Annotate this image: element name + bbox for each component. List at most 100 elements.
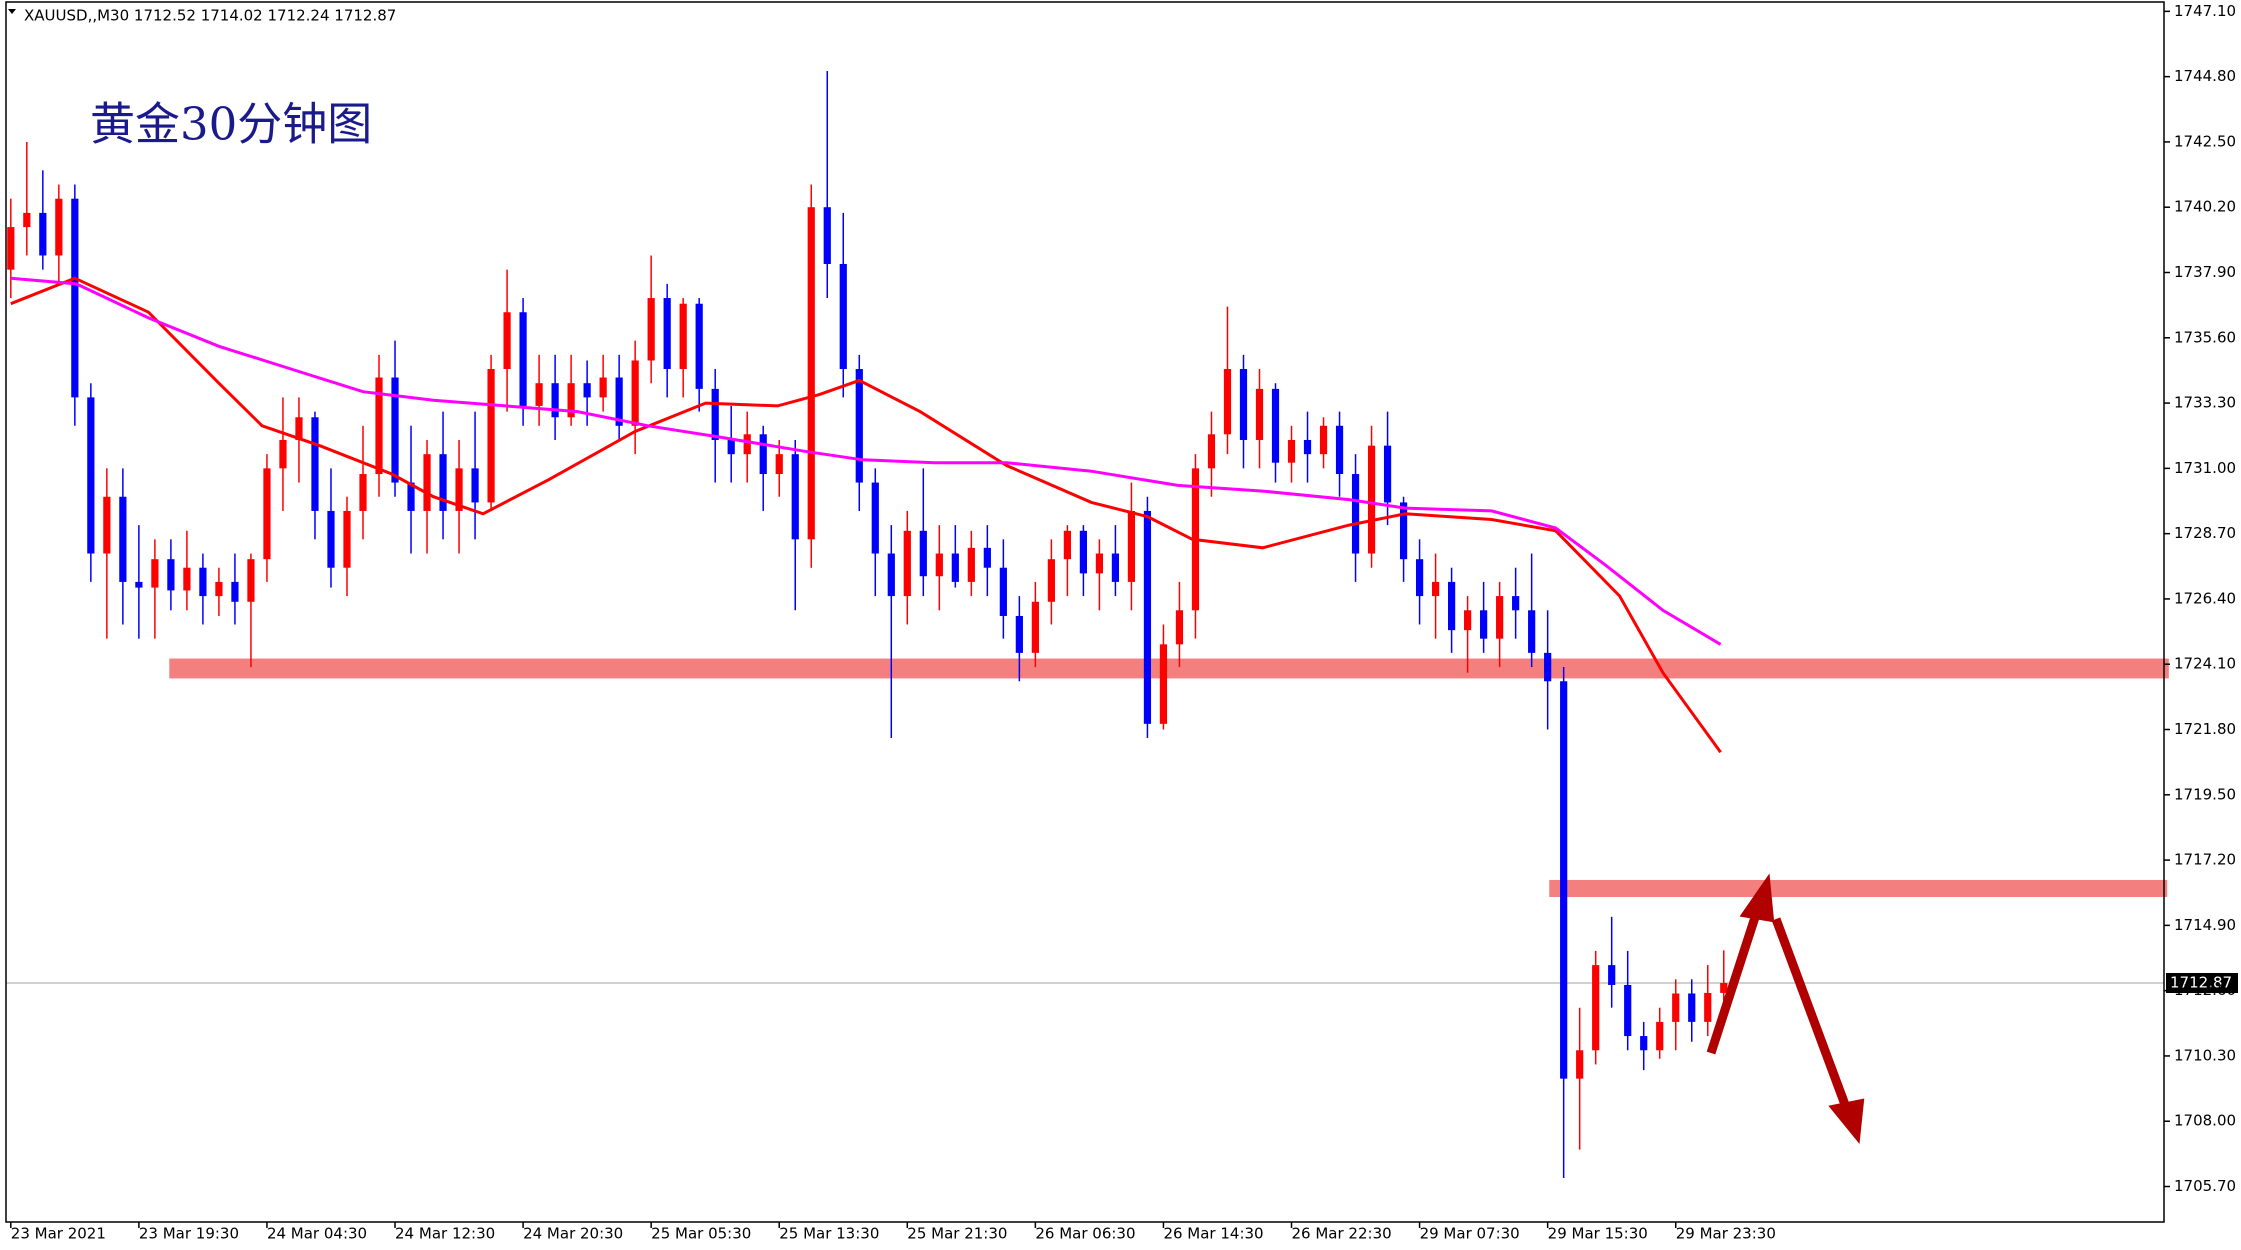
candle-body xyxy=(1079,530,1088,574)
x-tick-label: 24 Mar 12:30 xyxy=(395,1225,495,1243)
candle-body xyxy=(1576,1050,1584,1079)
candle-body xyxy=(263,468,271,560)
candle-body xyxy=(663,298,671,370)
candle-body xyxy=(647,298,655,361)
candle-body xyxy=(679,303,687,370)
candle-body xyxy=(551,383,559,418)
candle-body xyxy=(519,312,527,406)
candle-body xyxy=(871,482,879,554)
candle-body xyxy=(1031,601,1039,653)
y-tick-label: 1726.40 xyxy=(2174,589,2236,607)
x-tick-label: 25 Mar 13:30 xyxy=(779,1225,879,1243)
x-tick-label: 23 Mar 19:30 xyxy=(139,1225,239,1243)
candle-body xyxy=(1592,965,1600,1051)
candle-body xyxy=(999,567,1007,616)
candle-body xyxy=(503,312,511,370)
candle-body xyxy=(39,212,47,256)
candle-body xyxy=(391,377,399,483)
menu-icon xyxy=(8,9,16,14)
candle-body xyxy=(1656,1021,1664,1051)
candle-body xyxy=(1127,510,1136,582)
symbol-header: XAUUSD,,M30 1712.52 1714.02 1712.24 1712… xyxy=(24,7,396,25)
candle-body xyxy=(1528,610,1536,653)
candle-body xyxy=(903,530,911,597)
y-tick-label: 1740.20 xyxy=(2174,198,2236,216)
candle-body xyxy=(1624,984,1632,1037)
candle-body xyxy=(7,227,15,270)
candle-body xyxy=(599,377,607,398)
candle-body xyxy=(439,454,447,511)
y-tick-label: 1731.00 xyxy=(2174,459,2236,477)
candle-body xyxy=(1223,369,1232,435)
candle-body xyxy=(1608,965,1616,985)
x-tick-label: 29 Mar 23:30 xyxy=(1676,1225,1776,1243)
y-tick-label: 1742.50 xyxy=(2174,132,2236,150)
candle-body xyxy=(1095,553,1104,574)
x-tick-label: 25 Mar 05:30 xyxy=(651,1225,751,1243)
y-tick-label: 1721.80 xyxy=(2174,720,2236,738)
candle-body xyxy=(1512,596,1520,611)
candle-body xyxy=(791,454,799,540)
x-tick-label: 24 Mar 04:30 xyxy=(267,1225,367,1243)
candle-body xyxy=(423,454,431,511)
candle-body xyxy=(1560,681,1568,1079)
y-tick-label: 1712.60 xyxy=(2174,981,2236,999)
candle-body xyxy=(375,377,383,475)
moving-average xyxy=(10,276,1722,646)
candle-body xyxy=(1303,439,1312,455)
candle-body xyxy=(1399,502,1408,560)
current-price-label: 1712.87 xyxy=(2170,973,2232,991)
annotation-arrows xyxy=(1706,873,1865,1144)
candle-body xyxy=(215,581,223,597)
x-tick-label: 24 Mar 20:30 xyxy=(523,1225,623,1243)
y-tick-label: 1747.10 xyxy=(2174,2,2236,20)
candle-body xyxy=(807,207,815,540)
candle-body xyxy=(407,482,415,511)
candle-body xyxy=(1704,992,1712,1022)
x-tick-label: 26 Mar 22:30 xyxy=(1292,1225,1392,1243)
moving-average xyxy=(10,276,1722,754)
candle-body xyxy=(1448,581,1456,631)
candle-body xyxy=(247,559,255,602)
candle-body xyxy=(1415,559,1424,597)
candle-body xyxy=(199,567,207,597)
candle-body xyxy=(1175,610,1184,645)
candle-body xyxy=(727,439,735,455)
y-tick-label: 1733.30 xyxy=(2174,394,2236,412)
candle-body xyxy=(55,198,63,256)
candle-body xyxy=(1239,369,1248,440)
price-zone xyxy=(169,658,2169,679)
candle-body xyxy=(1367,445,1376,554)
candle-body xyxy=(695,303,703,389)
candle-body xyxy=(759,434,767,475)
candle-body xyxy=(87,397,95,554)
arrow-up-head xyxy=(1739,873,1775,923)
candle-body xyxy=(1143,510,1152,724)
y-tick-label: 1719.50 xyxy=(2174,785,2236,803)
candle-body xyxy=(231,581,239,602)
y-tick-label: 1728.70 xyxy=(2174,524,2236,542)
candle-body xyxy=(1015,615,1023,653)
arrow-up xyxy=(1706,906,1763,1055)
candle-body xyxy=(71,198,79,398)
candle-body xyxy=(1544,652,1552,682)
x-tick-label: 25 Mar 21:30 xyxy=(907,1225,1007,1243)
candle-body xyxy=(1672,993,1680,1022)
price-zone xyxy=(1549,879,2168,897)
candle-body xyxy=(183,567,191,591)
candle-body xyxy=(887,553,895,597)
y-tick-label: 1705.70 xyxy=(2174,1177,2236,1195)
x-tick-label: 26 Mar 14:30 xyxy=(1163,1225,1263,1243)
chart-title: 黄金30分钟图 xyxy=(90,98,372,151)
y-tick-label: 1717.20 xyxy=(2174,851,2236,869)
price-label: 1712.87 xyxy=(2166,972,2238,993)
candle-body xyxy=(327,510,335,568)
arrow-down-head xyxy=(1828,1098,1865,1144)
candle-body xyxy=(1319,425,1328,455)
candle-body xyxy=(1271,388,1280,463)
x-tick-label: 29 Mar 07:30 xyxy=(1420,1225,1520,1243)
candle-body xyxy=(1063,530,1071,560)
candle-body xyxy=(279,439,287,469)
candle-body xyxy=(359,474,367,511)
